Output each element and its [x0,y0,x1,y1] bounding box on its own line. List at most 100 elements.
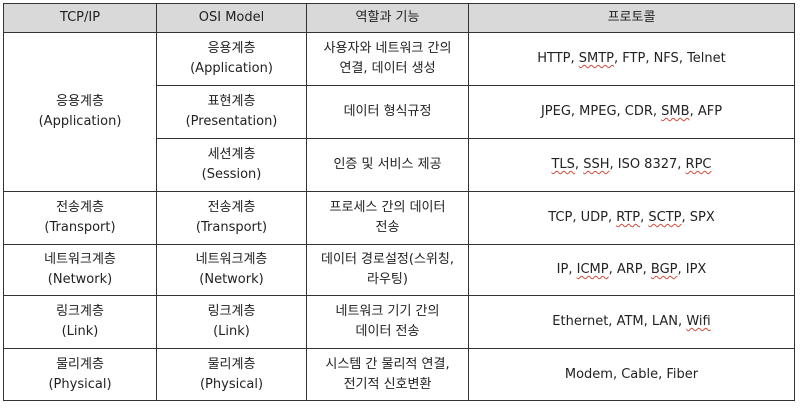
osi-layer-english: (Physical) [199,376,264,392]
protocol-name: SCTP [648,210,682,225]
protocol-name: UDP [580,210,608,225]
osi-layer-cell: 세션계층 (Session) [156,138,307,192]
protocol-name: Cable [621,366,659,382]
role-cell: 프로세스 간의 데이터 전송 [306,191,469,245]
protocol-name: Ethernet [552,314,609,329]
osi-layer-cell: 표현계층 (Presentation) [156,85,307,139]
protocol-name: MPEG [579,104,617,119]
role-cell: 사용자와 네트워크 간의 연결, 데이터 생성 [306,32,469,86]
role-line: 인증 및 서비스 제공 [333,157,442,172]
protocol-name: Wifi [686,314,711,329]
osi-layer-english: (Application) [190,61,273,76]
osi-layer-cell: 응용계층 (Application) [156,32,307,86]
tcpip-layer-english: (Transport) [44,220,116,235]
header-role-function: 역할과 기능 [306,3,469,33]
osi-layer-cell: 전송계층 (Transport) [156,191,307,245]
protocol-name: RTP [616,210,641,225]
osi-layer-name: 응용계층 [207,41,256,56]
osi-layer-cell: 물리계층 (Physical) [156,348,307,401]
protocol-name: Telnet [687,51,726,66]
role-cell: 시스템 간 물리적 연결, 전기적 신호변환 [306,348,469,401]
table-row: 네트워크계층 (Network) 네트워크계층 (Network) 데이터 경로… [3,244,795,296]
osi-layer-english: (Session) [201,167,262,182]
tcpip-layer-name: 네트워크계층 [44,252,116,267]
table-row: 응용계층 (Application) 응용계층 (Application) 사용… [3,32,795,192]
protocols-cell: TCP, UDP, RTP, SCTP, SPX [468,191,795,245]
protocol-name: TCP [548,210,573,225]
table-row: 링크계층 (Link) 링크계층 (Link) 네트워크 기기 간의 데이터 전… [3,295,795,349]
tcpip-layer-name: 링크계층 [56,304,104,319]
protocol-name: ICMP [576,262,609,277]
osi-layer-cell: 링크계층 (Link) [156,295,307,349]
protocol-name: ISO 8327 [617,157,678,172]
header-protocols: 프로토콜 [468,3,795,33]
protocol-name: HTTP [537,51,571,66]
osi-layer-english: (Transport) [195,220,268,235]
role-line: 데이터 형식규정 [343,104,432,119]
osi-layer-name: 전송계층 [207,200,256,215]
role-line: 데이터 전송 [355,324,420,339]
role-line: 라우팅) [367,272,408,287]
protocol-name: NFS [653,51,679,66]
table-row: 물리계층 (Physical) 물리계층 (Physical) 시스템 간 물리… [3,348,795,401]
protocol-name: LAN [651,314,679,329]
table-row: 세션계층 (Session) 인증 및 서비스 제공 TLS, SSH, ISO… [4,138,795,192]
role-cell: 데이터 경로설정(스위칭, 라우팅) [306,244,469,296]
protocol-name: Fiber [666,366,699,382]
header-osi-model: OSI Model [156,3,307,33]
osi-layer-name: 네트워크계층 [195,252,268,267]
protocol-name: ATM [616,314,644,329]
role-cell: 데이터 형식규정 [306,85,469,139]
role-line: 시스템 간 물리적 연결, [325,356,450,372]
role-line: 데이터 경로설정(스위칭, [321,252,454,267]
osi-layer-name: 세션계층 [207,147,256,162]
protocols-cell: Ethernet, ATM, LAN, Wifi [468,295,795,349]
table-row: 표현계층 (Presentation) 데이터 형식규정 JPEG, MPEG,… [4,85,795,139]
tcpip-layer-english: (Link) [61,324,99,339]
tcpip-layer-cell: 전송계층 (Transport) [3,191,157,245]
osi-layer-english: (Presentation) [185,114,278,129]
protocol-name: CDR [624,104,653,119]
protocols-cell: JPEG, MPEG, CDR, SMB, AFP [468,85,795,139]
tcpip-layer-name: 전송계층 [56,200,104,215]
osi-layer-name: 링크계층 [207,304,256,319]
protocol-name: AFP [697,104,723,119]
tcpip-layer-english: (Application) [38,114,122,129]
tcpip-layer-cell: 응용계층 (Application) [3,32,157,192]
osi-layer-english: (Link) [213,324,250,339]
protocol-name: ARP [616,262,643,277]
protocols-cell: HTTP, SMTP, FTP, NFS, Telnet [468,32,795,86]
protocol-name: IP [556,262,569,277]
role-line: 전기적 신호변환 [343,376,432,392]
protocols-cell: Modem, Cable, Fiber [468,348,795,401]
tcpip-layer-cell: 네트워크계층 (Network) [3,244,157,296]
role-line: 전송 [375,220,400,235]
table-row: 전송계층 (Transport) 전송계층 (Transport) 프로세스 간… [3,191,795,245]
role-line: 네트워크 기기 간의 [335,304,440,319]
header-row: TCP/IP OSI Model 역할과 기능 프로토콜 [3,3,795,33]
tcpip-layer-name: 응용계층 [56,94,104,109]
tcpip-layer-english: (Network) [47,272,113,287]
protocol-name: FTP [622,51,646,66]
protocol-name: BGP [650,262,678,277]
osi-layer-name: 표현계층 [207,94,256,109]
protocol-name: SPX [689,210,715,225]
protocol-name: TLS [551,157,575,172]
tcpip-layer-name: 물리계층 [56,356,104,372]
role-line: 사용자와 네트워크 간의 [323,41,452,56]
protocol-name: SMTP [578,51,615,66]
role-cell: 인증 및 서비스 제공 [306,138,469,192]
protocol-name: SSH [583,157,610,172]
network-model-table: TCP/IP OSI Model 역할과 기능 프로토콜 응용계층 (Appli… [3,3,795,401]
tcpip-layer-cell: 물리계층 (Physical) [3,348,157,401]
osi-layer-english: (Network) [199,272,264,287]
osi-layer-name: 물리계층 [207,356,256,372]
protocols-cell: TLS, SSH, ISO 8327, RPC [468,138,795,192]
role-line: 연결, 데이터 생성 [339,61,436,76]
protocol-name: Modem [564,366,613,382]
protocol-name: IPX [685,262,707,277]
role-cell: 네트워크 기기 간의 데이터 전송 [306,295,469,349]
tcpip-layer-cell: 링크계층 (Link) [3,295,157,349]
protocols-cell: IP, ICMP, ARP, BGP, IPX [468,244,795,296]
